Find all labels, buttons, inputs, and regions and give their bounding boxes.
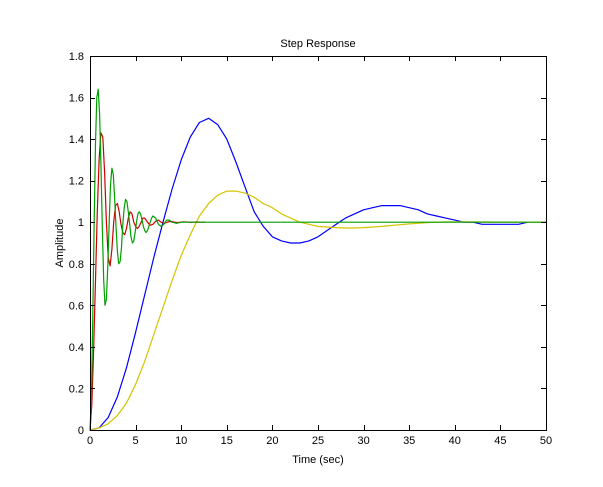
x-tick-label-0: 0	[87, 435, 93, 447]
y-tick-label-7: 1.4	[69, 134, 84, 146]
y-tick-label-0: 0	[78, 425, 84, 437]
y-tick-label-3: 0.6	[69, 300, 84, 312]
x-tick-label-4: 20	[266, 435, 278, 447]
x-tick-label-6: 30	[357, 435, 369, 447]
x-tick-label-2: 10	[175, 435, 187, 447]
y-tick-label-8: 1.6	[69, 93, 84, 105]
series-line-4	[89, 88, 547, 431]
x-tick-label-5: 25	[312, 435, 324, 447]
y-tick-label-5: 1	[78, 217, 84, 229]
x-axis-label: Time (sec)	[292, 454, 344, 466]
x-tick-label-1: 5	[133, 435, 139, 447]
y-tick-label-2: 0.4	[69, 342, 84, 354]
chart-title: Step Response	[280, 38, 355, 50]
x-tick-label-8: 40	[449, 435, 461, 447]
y-tick-label-6: 1.2	[69, 176, 84, 188]
x-tick-label-3: 15	[221, 435, 233, 447]
y-tick-label-4: 0.8	[69, 259, 84, 271]
x-tick-label-9: 45	[494, 435, 506, 447]
y-tick-label-1: 0.2	[69, 383, 84, 395]
x-tick-label-10: 50	[540, 435, 552, 447]
plot-area	[90, 56, 546, 430]
series-line-1	[89, 117, 529, 431]
ticks-layer: 0 5 10 15 20 25 30 35 40 45 50 0 0.2 0.4 0.6 0.8 1 1.2 1.4…	[69, 51, 552, 447]
y-tick-label-9: 1.8	[69, 51, 84, 63]
x-tick-label-7: 35	[403, 435, 415, 447]
y-axis-label: Amplitude	[54, 219, 66, 268]
series-layer	[89, 88, 547, 431]
